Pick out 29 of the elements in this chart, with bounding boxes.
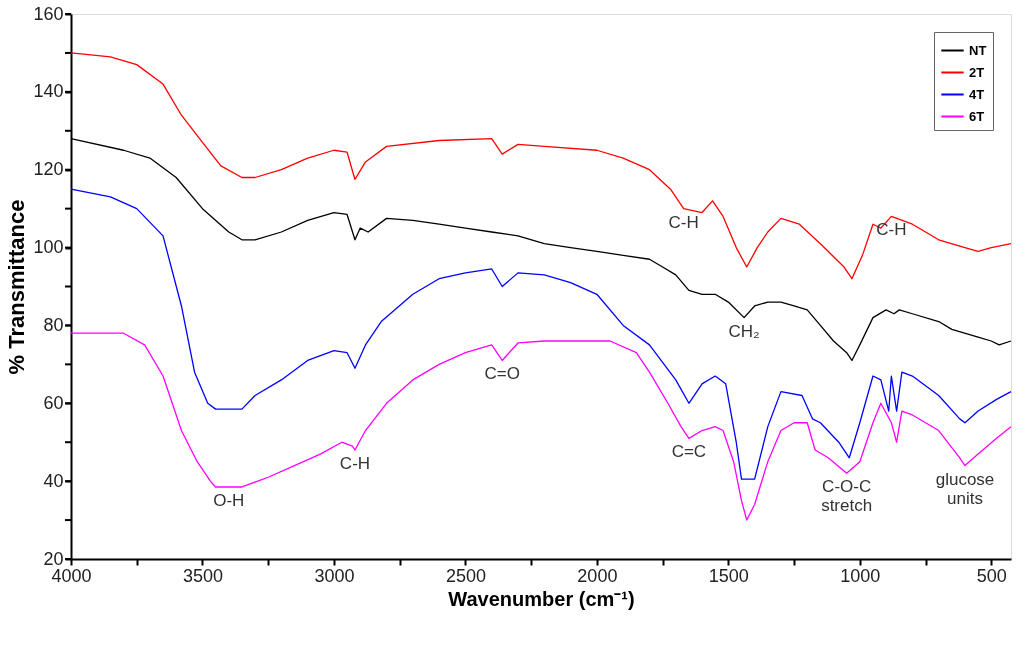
x-tick-label: 3500 (182, 565, 223, 586)
legend-label: 2T (969, 64, 985, 80)
y-tick-label: 80 (43, 314, 64, 335)
annotation: C=C (671, 442, 707, 462)
annotation: CH₂ (728, 321, 760, 341)
x-axis-title: Wavenumber (cm⁻¹) (448, 587, 635, 610)
x-tick-label: 2500 (445, 565, 486, 586)
annotation: C-H (668, 212, 699, 232)
y-axis-title: % Transmittance (4, 199, 30, 375)
x-tick-label: 500 (976, 565, 1007, 586)
x-tick-label: 1500 (708, 565, 749, 586)
y-tick-label: 60 (43, 392, 64, 413)
y-tick-label: 120 (33, 159, 64, 180)
legend-label: 6T (969, 108, 985, 124)
y-tick-label: 140 (33, 81, 64, 102)
annotation: C=O (484, 364, 520, 384)
annotation: C-H (876, 220, 907, 240)
legend-label: NT (969, 42, 987, 58)
legend-label: 4T (969, 86, 985, 102)
x-tick-label: 3000 (314, 565, 355, 586)
y-tick-label: 160 (33, 3, 64, 24)
y-tick-label: 100 (33, 237, 64, 258)
annotation: C-H (339, 454, 371, 473)
annotation: O-H (213, 490, 245, 510)
y-tick-label: 40 (43, 470, 64, 491)
annotation: C-O-C stretch (821, 477, 873, 516)
annotation: glucose units (935, 469, 995, 508)
x-tick-label: 2000 (577, 565, 618, 586)
x-tick-label: 1000 (840, 565, 881, 586)
